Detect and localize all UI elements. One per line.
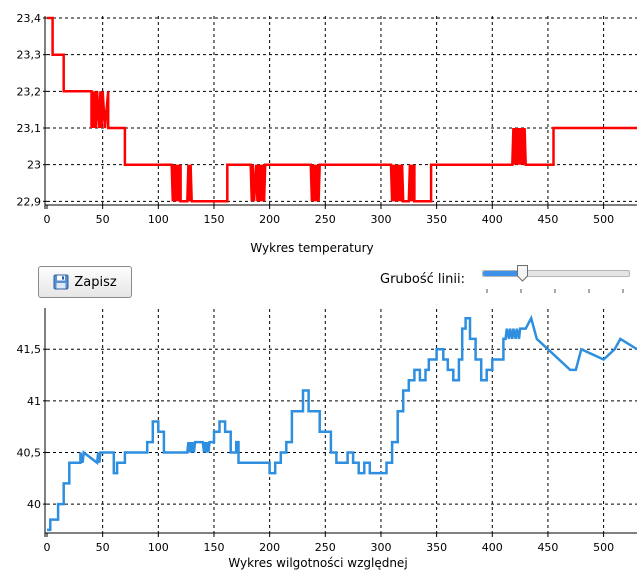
y-tick-label: 41,5 xyxy=(17,343,42,356)
humidity-chart: 40 40,5 41 41,5 0 50 100 150 200 250 300 350 400 450… xyxy=(17,308,637,570)
x-tick-label: 250 xyxy=(315,541,336,554)
plot-area xyxy=(45,310,637,533)
x-tick-label: 500 xyxy=(593,541,614,554)
humidity-chart-xlabel: Wykres wilgotności względnej xyxy=(228,556,407,570)
y-tick-label: 23,3 xyxy=(17,49,42,62)
x-tick-label: 450 xyxy=(537,213,558,226)
x-tick-label: 300 xyxy=(370,213,391,226)
x-tick-label: 100 xyxy=(148,541,169,554)
slider-ticks xyxy=(486,289,624,293)
y-tick-label: 23,1 xyxy=(17,122,42,135)
y-tick-label: 23,2 xyxy=(17,85,42,98)
x-tick-label: 400 xyxy=(482,213,503,226)
y-tick-label: 23 xyxy=(27,159,41,172)
x-tick-label: 200 xyxy=(259,541,280,554)
x-tick-label: 0 xyxy=(44,213,51,226)
line-width-slider[interactable] xyxy=(482,265,632,298)
x-tick-label: 50 xyxy=(96,213,110,226)
temperature-chart: 22,9 23 23,1 23,2 23,3 23,4 0 50 100 150 200 250 30… xyxy=(17,12,637,255)
x-tick-label: 350 xyxy=(426,213,447,226)
humidity-series-line xyxy=(47,314,637,532)
temperature-series-line xyxy=(47,16,637,203)
y-tick-label: 22,9 xyxy=(17,195,42,208)
x-tick-label: 250 xyxy=(315,213,336,226)
temperature-chart-xlabel: Wykres temperatury xyxy=(250,241,373,255)
x-tick-label: 200 xyxy=(259,213,280,226)
floppy-disk-icon xyxy=(53,274,69,290)
x-tick-label: 100 xyxy=(148,213,169,226)
x-tick-labels: 0 50 100 150 200 250 300 350 400 450 500 xyxy=(44,205,614,226)
y-tick-label: 23,4 xyxy=(17,12,42,25)
save-button[interactable]: Zapisz xyxy=(38,266,132,298)
x-tick-label: 500 xyxy=(593,213,614,226)
x-tick-label: 150 xyxy=(203,541,224,554)
y-tick-labels: 22,9 23 23,1 23,2 23,3 23,4 xyxy=(17,12,47,208)
y-tick-label: 40 xyxy=(27,498,41,511)
y-tick-labels: 40 40,5 41 41,5 xyxy=(17,343,47,511)
y-tick-label: 41 xyxy=(27,395,41,408)
slider-track[interactable] xyxy=(482,270,630,277)
x-tick-label: 400 xyxy=(482,541,503,554)
x-tick-label: 50 xyxy=(96,541,110,554)
x-tick-labels: 0 50 100 150 200 250 300 350 400 450 500 xyxy=(44,533,614,554)
slider-fill xyxy=(483,271,522,276)
line-width-label: Grubość linii: xyxy=(380,272,465,287)
y-tick-label: 40,5 xyxy=(17,446,42,459)
plot-area xyxy=(45,18,637,204)
x-tick-label: 0 xyxy=(44,541,51,554)
x-tick-label: 350 xyxy=(426,541,447,554)
x-tick-label: 450 xyxy=(537,541,558,554)
x-tick-label: 300 xyxy=(370,541,391,554)
x-tick-label: 150 xyxy=(203,213,224,226)
save-button-label: Zapisz xyxy=(74,274,117,290)
slider-thumb[interactable] xyxy=(516,265,528,282)
